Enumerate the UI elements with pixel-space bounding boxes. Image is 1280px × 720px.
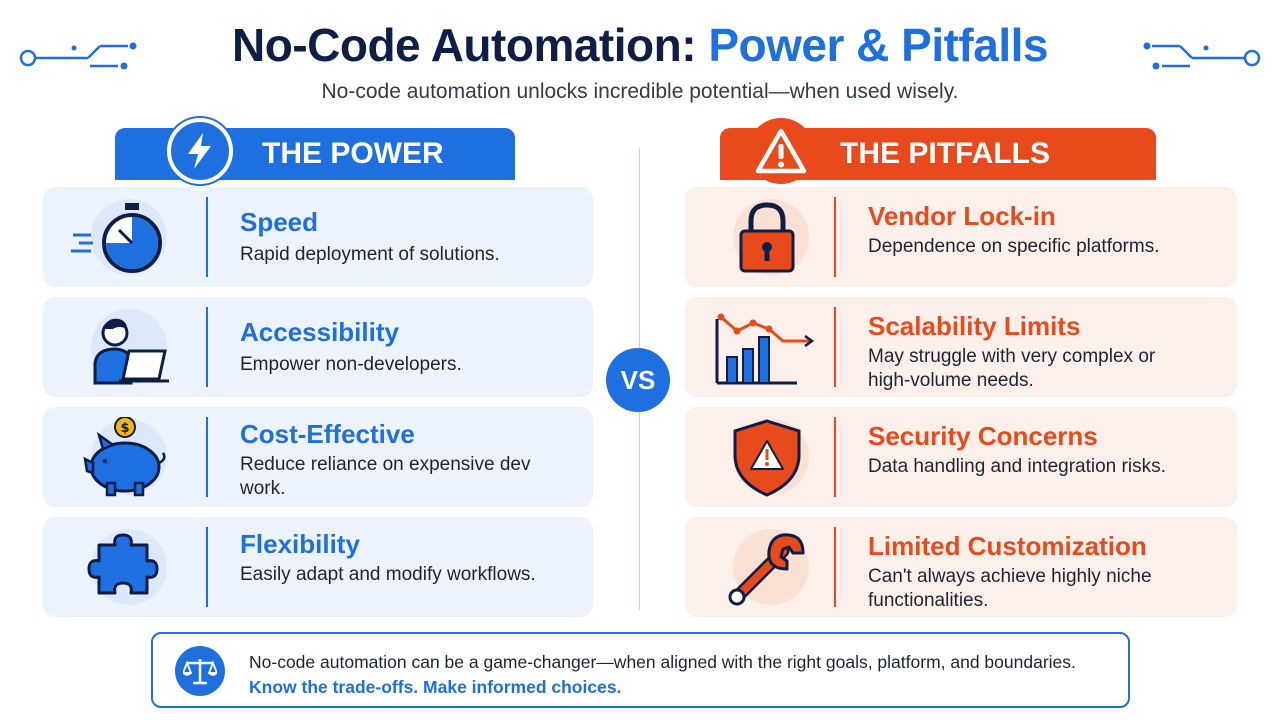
pitfalls-title-limited-customization: Limited Customization bbox=[868, 531, 1147, 561]
pitfalls-title-security-concerns: Security Concerns bbox=[868, 421, 1098, 451]
power-title-speed: Speed bbox=[240, 207, 319, 237]
warning-shield-icon bbox=[733, 419, 801, 497]
vs-badge: VS bbox=[606, 348, 670, 412]
svg-text:$: $ bbox=[120, 421, 129, 436]
power-card-cost-effective: $ Cost-Effective Reduce reliance on expe… bbox=[43, 407, 593, 507]
pitfalls-title-vendor-lock-in: Vendor Lock-in bbox=[868, 201, 1056, 231]
pitfalls-card-vendor-lock-in: Vendor Lock-in Dependence on specific pl… bbox=[685, 187, 1237, 287]
power-desc-speed: Rapid deployment of solutions. bbox=[240, 244, 500, 265]
page-title: No-Code Automation: Power & Pitfalls bbox=[0, 18, 1280, 72]
pitfalls-heading: THE PITFALLS bbox=[840, 137, 1050, 170]
wrench-icon bbox=[728, 533, 805, 606]
power-title-accessibility: Accessibility bbox=[240, 317, 399, 347]
balance-scale-icon bbox=[175, 646, 225, 696]
footer-tagline: Know the trade-offs. Make informed choic… bbox=[249, 677, 622, 697]
pitfalls-desc-limited-customization: Can't always achieve highly niche functi… bbox=[868, 566, 1152, 611]
puzzle-piece-icon bbox=[87, 533, 159, 595]
title-accent: Power & Pitfalls bbox=[708, 19, 1048, 71]
power-title-cost-effective: Cost-Effective bbox=[240, 419, 415, 449]
circuit-decoration-right bbox=[1143, 42, 1261, 70]
power-card-accessibility: Accessibility Empower non-developers. bbox=[43, 297, 593, 397]
lightning-icon bbox=[167, 118, 233, 184]
pitfalls-desc-vendor-lock-in: Dependence on specific platforms. bbox=[868, 236, 1160, 257]
declining-chart-icon bbox=[715, 313, 815, 385]
power-card-flexibility: Flexibility Easily adapt and modify work… bbox=[43, 517, 593, 617]
power-banner: THE POWER bbox=[115, 118, 515, 184]
power-desc-flexibility: Easily adapt and modify workflows. bbox=[240, 564, 536, 585]
power-heading: THE POWER bbox=[262, 137, 444, 170]
padlock-icon bbox=[739, 202, 795, 273]
footer-text: No-code automation can be a game-changer… bbox=[249, 652, 1076, 672]
pitfalls-card-limited-customization: Limited Customization Can't always achie… bbox=[685, 517, 1237, 617]
piggy-bank-icon: $ bbox=[83, 417, 166, 497]
warning-icon bbox=[748, 118, 814, 184]
pitfalls-card-scalability-limits: Scalability Limits May struggle with ver… bbox=[685, 297, 1237, 397]
power-card-speed: Speed Rapid deployment of solutions. bbox=[43, 187, 593, 287]
power-title-flexibility: Flexibility bbox=[240, 529, 360, 559]
pitfalls-desc-security-concerns: Data handling and integration risks. bbox=[868, 456, 1166, 477]
power-desc-cost-effective: Reduce reliance on expensive dev work. bbox=[240, 454, 531, 499]
page-subtitle: No-code automation unlocks incredible po… bbox=[321, 80, 959, 103]
title-main: No-Code Automation: bbox=[232, 19, 709, 71]
stopwatch-icon bbox=[71, 203, 162, 273]
footer-callout: No-code automation can be a game-changer… bbox=[151, 632, 1130, 708]
person-laptop-icon bbox=[93, 318, 169, 385]
power-desc-accessibility: Empower non-developers. bbox=[240, 354, 462, 375]
circuit-decoration-left bbox=[19, 42, 137, 70]
pitfalls-title-scalability-limits: Scalability Limits bbox=[868, 311, 1081, 341]
pitfalls-card-security-concerns: Security Concerns Data handling and inte… bbox=[685, 407, 1237, 507]
pitfalls-banner: THE PITFALLS bbox=[720, 118, 1156, 184]
pitfalls-desc-scalability-limits: May struggle with very complex or high-v… bbox=[868, 346, 1156, 391]
